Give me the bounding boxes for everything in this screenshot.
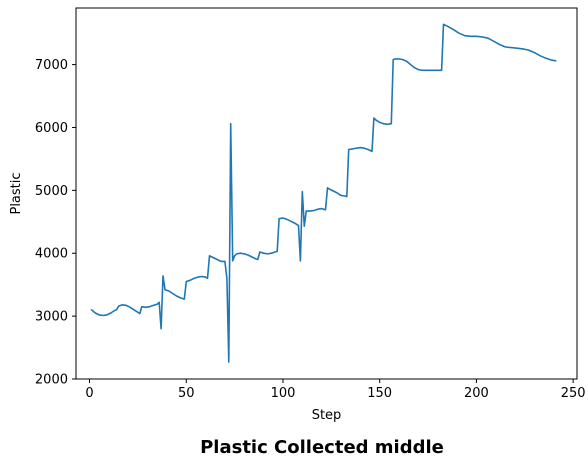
x-tick-label: 250 (561, 386, 586, 401)
x-tick-label: 150 (367, 386, 392, 401)
x-axis-label: Step (312, 408, 342, 423)
x-tick-label: 100 (271, 386, 296, 401)
plot-area (90, 23, 557, 363)
x-tick-label: 200 (464, 386, 489, 401)
y-axis-label: Plastic (9, 172, 24, 214)
y-tick-label: 3000 (35, 310, 68, 325)
series-line-1 (90, 23, 557, 363)
y-tick-label: 6000 (35, 121, 68, 136)
y-tick-label: 2000 (35, 373, 68, 388)
axes-frame (75, 7, 578, 380)
y-tick-label: 4000 (35, 247, 68, 262)
chart-title: Plastic Collected middle (200, 437, 444, 458)
y-axis-ticks: 2000 3000 4000 5000 6000 7000 (35, 58, 76, 388)
x-axis-ticks: 0 50 100 150 200 250 (85, 379, 586, 401)
y-tick-label: 7000 (35, 58, 68, 73)
x-tick-label: 50 (178, 386, 195, 401)
y-tick-label: 5000 (35, 184, 68, 199)
x-tick-label: 0 (85, 386, 93, 401)
